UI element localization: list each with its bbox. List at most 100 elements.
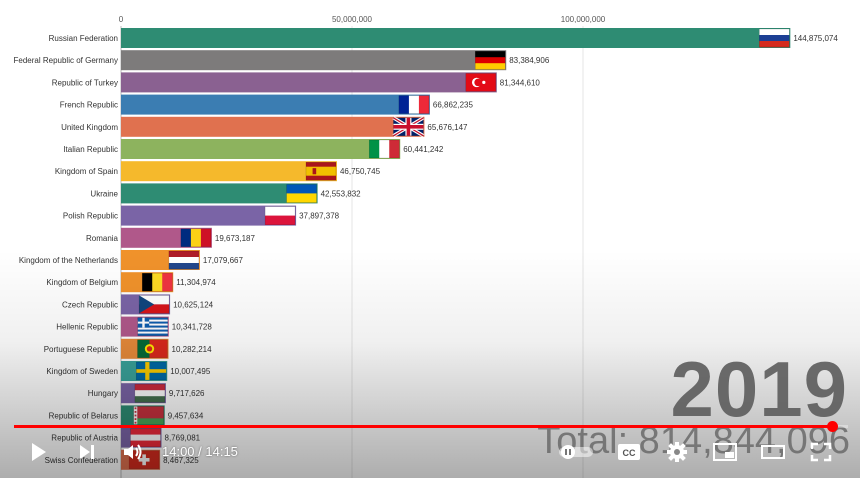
value-label: 19,673,187 (215, 234, 256, 243)
flag-icon (128, 450, 160, 470)
flag-icon (180, 228, 212, 248)
bar-group: French Republic 66,862,235 (60, 94, 474, 115)
bar-group: Republic of Belarus 9,457,634 (49, 405, 204, 426)
miniplayer-button[interactable] (710, 436, 740, 468)
x-tick-label: 50,000,000 (332, 15, 373, 24)
value-label: 17,079,667 (203, 256, 244, 265)
flag-icon (135, 361, 167, 381)
flag-icon (759, 28, 790, 48)
flag-icon (305, 161, 337, 181)
flag-icon (134, 383, 166, 403)
bar-group: Hellenic Republic 10,341,728 (56, 316, 212, 337)
value-label: 8,467,325 (163, 456, 199, 465)
category-label: Republic of Turkey (52, 78, 118, 87)
value-label: 60,441,242 (403, 145, 444, 154)
value-label: 144,875,074 (793, 34, 838, 43)
value-label: 8,769,081 (165, 434, 201, 443)
progress-fill (14, 425, 833, 428)
category-label: Russian Federation (49, 34, 118, 43)
value-label: 65,676,147 (427, 123, 468, 132)
x-tick-label: 0 (119, 15, 124, 24)
theater-mode-button[interactable] (758, 436, 788, 468)
category-label: Kingdom of Spain (55, 167, 118, 176)
bar-group: Kingdom of the Netherlands 17,079,667 (19, 250, 244, 270)
fullscreen-icon (810, 442, 832, 462)
bar-group: Romania 19,673,187 (86, 227, 256, 248)
category-label: Hellenic Republic (56, 323, 118, 332)
progress-bar[interactable] (14, 421, 848, 432)
bar (121, 205, 297, 226)
bar-group: Republic of Austria 8,769,081 (51, 427, 201, 448)
miniplayer-icon (713, 443, 737, 461)
volume-button[interactable] (118, 436, 148, 468)
bar (121, 50, 507, 71)
bar (121, 183, 318, 204)
bar-group: Italian Republic 60,441,242 (63, 139, 444, 159)
flag-icon (138, 295, 170, 314)
category-label: French Republic (60, 101, 118, 110)
autoplay-toggle[interactable] (556, 436, 596, 468)
captions-button[interactable]: CC (614, 436, 644, 468)
bar-group: Russian Federation 144,875,074 (49, 28, 838, 48)
category-label: United Kingdom (61, 123, 118, 132)
next-button[interactable] (72, 436, 102, 468)
x-tick-label: 100,000,000 (561, 15, 606, 24)
category-label: Federal Republic of Germany (14, 56, 119, 65)
value-label: 42,553,832 (321, 189, 362, 198)
flag-icon (264, 206, 296, 225)
category-label: Italian Republic (63, 145, 118, 154)
bar-group: Portuguese Republic 10,282,214 (44, 338, 212, 359)
bar-group: Kingdom of Belgium 11,304,974 (46, 272, 216, 293)
bar-group: Kingdom of Sweden 10,007,495 (46, 361, 211, 381)
flag-icon (137, 339, 168, 359)
bar (121, 116, 425, 137)
bar-group: Republic of Turkey 81,344,610 (52, 72, 541, 93)
flag-icon (286, 184, 317, 203)
category-label: Polish Republic (63, 212, 118, 221)
scrubber-handle[interactable] (827, 421, 839, 432)
flag-icon (368, 139, 400, 159)
settings-button[interactable] (662, 436, 692, 468)
bar-group: United Kingdom 65,676,147 (61, 116, 468, 138)
flag-icon (393, 117, 424, 137)
value-label: 66,862,235 (433, 101, 474, 110)
bar-group: Hungary 9,717,626 (88, 383, 205, 404)
bar (121, 72, 497, 93)
value-label: 10,007,495 (170, 367, 211, 376)
time-display: 14:00 / 14:15 (162, 444, 238, 459)
bar-group: Czech Republic 10,625,124 (62, 294, 214, 315)
fullscreen-button[interactable] (806, 436, 836, 468)
play-icon (32, 443, 46, 461)
category-label: Czech Republic (62, 300, 118, 309)
flag-icon (465, 73, 497, 92)
category-label: Portuguese Republic (44, 345, 118, 354)
flag-icon (474, 50, 506, 70)
play-button[interactable] (24, 436, 54, 468)
bar (121, 94, 430, 115)
value-label: 81,344,610 (500, 78, 541, 87)
category-label: Kingdom of Sweden (46, 367, 118, 376)
year-label: 2019 (670, 345, 848, 433)
player-controls: 14:00 / 14:15 CC (0, 436, 860, 472)
flag-icon (398, 95, 430, 114)
category-label: Republic of Belarus (49, 411, 118, 420)
bar (121, 161, 337, 182)
value-label: 10,625,124 (173, 300, 214, 309)
captions-icon: CC (618, 444, 640, 460)
next-icon (80, 445, 94, 459)
theater-mode-icon (761, 445, 785, 459)
flag-icon (168, 250, 200, 270)
category-label: Hungary (88, 389, 118, 398)
value-label: 46,750,745 (340, 167, 381, 176)
category-label: Ukraine (90, 189, 118, 198)
autoplay-toggle-icon (559, 445, 593, 459)
category-label: Kingdom of Belgium (46, 278, 118, 287)
svg-text:CC: CC (623, 448, 636, 458)
value-label: 37,897,378 (299, 212, 340, 221)
bar-group: Kingdom of Spain 46,750,745 (55, 161, 381, 182)
value-label: 83,384,906 (509, 56, 550, 65)
category-label: Swiss Confederation (45, 456, 118, 465)
value-label: 9,717,626 (169, 389, 205, 398)
